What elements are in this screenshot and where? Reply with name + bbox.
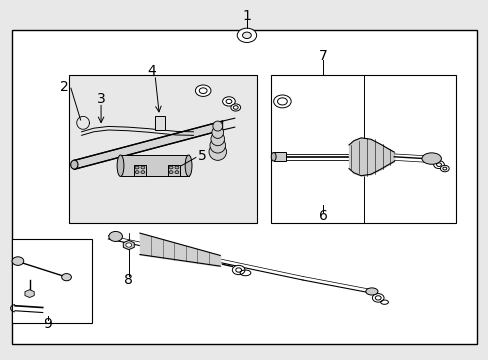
Circle shape	[372, 294, 383, 302]
Circle shape	[125, 243, 131, 247]
Circle shape	[141, 166, 144, 169]
Circle shape	[222, 97, 235, 106]
Circle shape	[440, 165, 448, 172]
Bar	[273, 153, 285, 161]
Bar	[134, 165, 145, 176]
Circle shape	[230, 104, 240, 111]
Text: 8: 8	[124, 273, 133, 287]
Circle shape	[233, 106, 238, 109]
Ellipse shape	[71, 160, 78, 169]
Circle shape	[141, 171, 144, 174]
Text: 9: 9	[43, 316, 52, 330]
Ellipse shape	[271, 153, 276, 161]
Text: 5: 5	[198, 149, 206, 163]
Circle shape	[61, 274, 71, 281]
Circle shape	[374, 296, 380, 300]
Bar	[69, 75, 256, 223]
Circle shape	[277, 98, 287, 105]
Ellipse shape	[211, 127, 223, 138]
Circle shape	[169, 171, 173, 174]
Bar	[154, 116, 165, 130]
Text: 1: 1	[242, 9, 251, 23]
Ellipse shape	[185, 155, 192, 176]
Circle shape	[442, 167, 446, 170]
Ellipse shape	[210, 132, 224, 146]
Text: 6: 6	[318, 209, 327, 223]
Bar	[12, 239, 92, 323]
Circle shape	[135, 166, 139, 169]
Ellipse shape	[212, 121, 222, 131]
Text: 3: 3	[97, 91, 105, 105]
Text: 4: 4	[147, 64, 156, 78]
Bar	[168, 165, 180, 176]
Circle shape	[175, 166, 179, 169]
Circle shape	[225, 99, 231, 104]
Circle shape	[235, 268, 241, 272]
Circle shape	[436, 163, 441, 166]
Bar	[12, 30, 476, 344]
Text: 7: 7	[318, 49, 327, 63]
Bar	[120, 155, 188, 176]
Circle shape	[237, 28, 256, 42]
Circle shape	[232, 265, 244, 275]
Circle shape	[135, 171, 139, 174]
Circle shape	[12, 257, 24, 265]
Circle shape	[199, 88, 206, 94]
Circle shape	[195, 85, 210, 96]
Text: 2: 2	[60, 80, 69, 94]
Ellipse shape	[421, 153, 441, 164]
Bar	[271, 75, 455, 223]
Ellipse shape	[208, 143, 226, 160]
Ellipse shape	[209, 138, 225, 153]
Polygon shape	[74, 121, 222, 169]
Ellipse shape	[117, 155, 123, 176]
Circle shape	[175, 171, 179, 174]
Circle shape	[242, 32, 251, 39]
Ellipse shape	[365, 288, 377, 295]
Circle shape	[109, 231, 122, 242]
Circle shape	[169, 166, 173, 169]
Circle shape	[273, 95, 290, 108]
Circle shape	[433, 161, 444, 168]
